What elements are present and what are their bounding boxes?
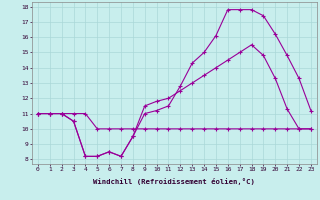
- X-axis label: Windchill (Refroidissement éolien,°C): Windchill (Refroidissement éolien,°C): [93, 178, 255, 185]
